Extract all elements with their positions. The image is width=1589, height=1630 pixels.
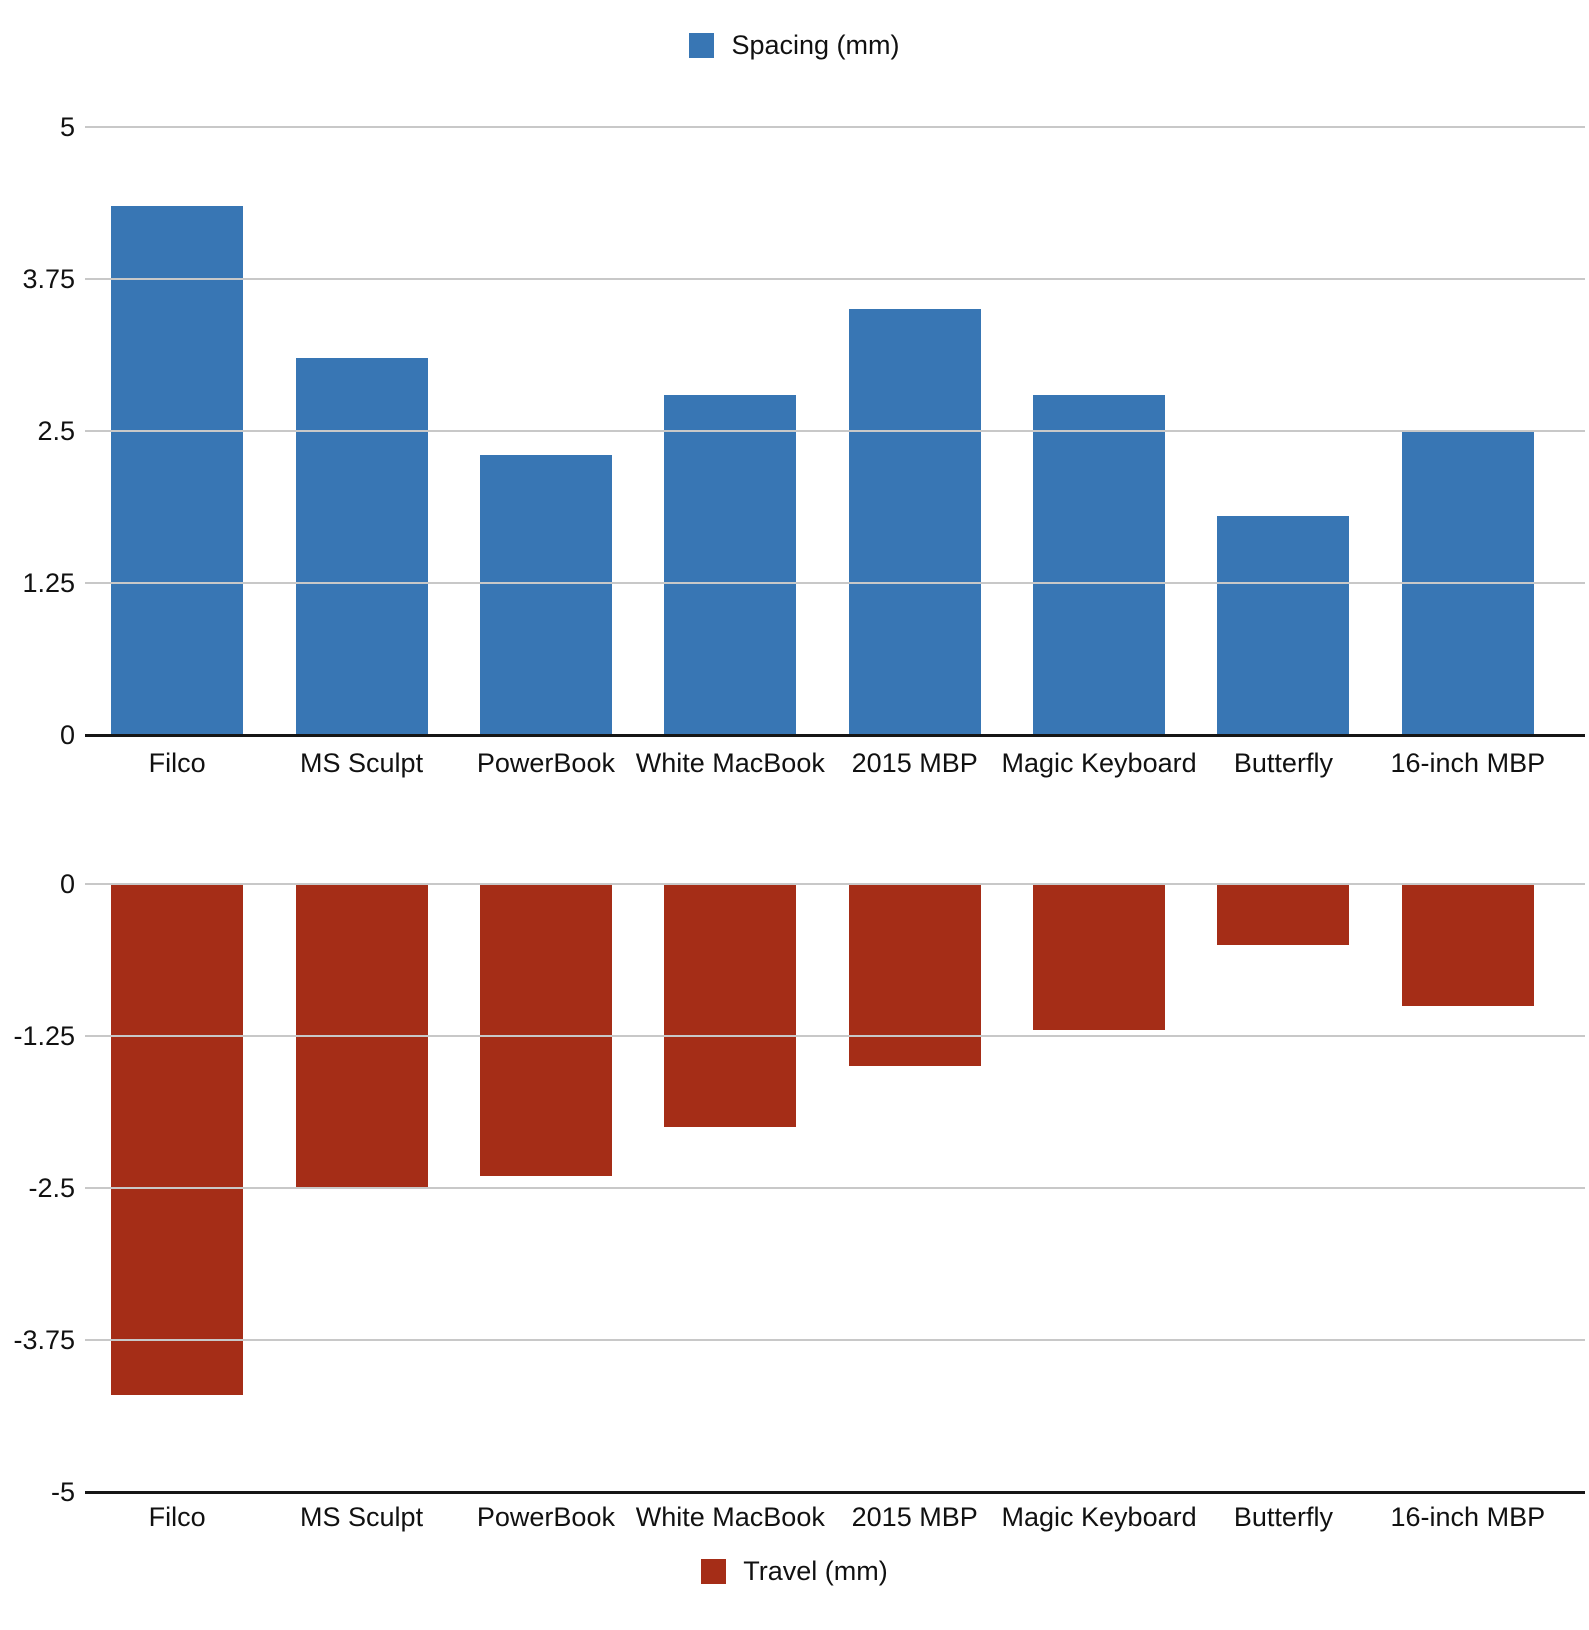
x-axis-category-label: MS Sculpt bbox=[300, 1502, 424, 1532]
gridline bbox=[85, 582, 1585, 584]
x-axis-category-label: 16-inch MBP bbox=[1390, 748, 1546, 778]
travel-legend-swatch bbox=[701, 1559, 727, 1584]
gridline bbox=[85, 1339, 1585, 1341]
bar-16-inch-mbp-travel-mm bbox=[1401, 884, 1534, 1006]
x-axis-category-label: 16-inch MBP bbox=[1390, 1502, 1546, 1532]
x-axis-category-label: 2015 MBP bbox=[851, 1502, 978, 1532]
gridline bbox=[85, 126, 1585, 128]
x-axis-category-label: White MacBook bbox=[635, 1502, 825, 1532]
x-axis-category-label: Butterfly bbox=[1233, 1502, 1333, 1532]
travel-legend: Travel (mm) bbox=[0, 1556, 1589, 1587]
y-axis-tick-label: 3.75 bbox=[22, 264, 75, 294]
x-axis-category-label: Butterfly bbox=[1233, 748, 1333, 778]
bar-filco-travel-mm bbox=[111, 884, 244, 1395]
gridline bbox=[85, 883, 1585, 885]
gridline bbox=[85, 1187, 1585, 1189]
x-axis-line bbox=[85, 734, 1585, 737]
gridline bbox=[85, 430, 1585, 432]
x-axis-category-label: PowerBook bbox=[476, 1502, 615, 1532]
x-axis-category-label: Magic Keyboard bbox=[1001, 748, 1197, 778]
y-axis-tick-label: 0 bbox=[59, 720, 75, 750]
y-axis-tick-label: 0 bbox=[59, 869, 75, 899]
bar-2015-mbp-travel-mm bbox=[848, 884, 981, 1067]
y-axis-tick-label: -2.5 bbox=[28, 1173, 75, 1203]
bar-powerbook-travel-mm bbox=[479, 884, 612, 1176]
bar-magic-keyboard-spacing-mm bbox=[1033, 394, 1166, 735]
gridline bbox=[85, 1035, 1585, 1037]
bar-powerbook-spacing-mm bbox=[479, 455, 612, 735]
bar-white-macbook-travel-mm bbox=[664, 884, 797, 1128]
bar-butterfly-travel-mm bbox=[1217, 884, 1350, 945]
y-axis-tick-label: 2.5 bbox=[37, 416, 75, 446]
x-axis-category-label: Filco bbox=[148, 748, 206, 778]
x-axis-category-label: White MacBook bbox=[635, 748, 825, 778]
x-axis-category-label: 2015 MBP bbox=[851, 748, 978, 778]
spacing-legend-label: Spacing (mm) bbox=[731, 30, 900, 60]
x-axis-category-label: Filco bbox=[148, 1502, 206, 1532]
x-axis-category-label: PowerBook bbox=[476, 748, 615, 778]
y-axis-tick-label: 1.25 bbox=[22, 568, 75, 598]
spacing-legend: Spacing (mm) bbox=[0, 30, 1589, 61]
bar-filco-spacing-mm bbox=[111, 206, 244, 735]
spacing-legend-swatch bbox=[689, 33, 715, 58]
y-axis-tick-label: -5 bbox=[50, 1477, 75, 1507]
bar-white-macbook-spacing-mm bbox=[664, 394, 797, 735]
x-axis-category-label: MS Sculpt bbox=[300, 748, 424, 778]
bar-ms-sculpt-spacing-mm bbox=[295, 358, 428, 735]
bar-2015-mbp-spacing-mm bbox=[848, 309, 981, 735]
bar-butterfly-spacing-mm bbox=[1217, 516, 1350, 735]
y-axis-tick-label: 5 bbox=[59, 112, 75, 142]
y-axis-tick-label: -1.25 bbox=[13, 1021, 75, 1051]
x-axis-category-label: Magic Keyboard bbox=[1001, 1502, 1197, 1532]
x-axis-line bbox=[85, 1491, 1585, 1494]
gridline bbox=[85, 278, 1585, 280]
bar-magic-keyboard-travel-mm bbox=[1033, 884, 1166, 1030]
travel-legend-label: Travel (mm) bbox=[743, 1556, 888, 1586]
y-axis-tick-label: -3.75 bbox=[13, 1325, 75, 1355]
